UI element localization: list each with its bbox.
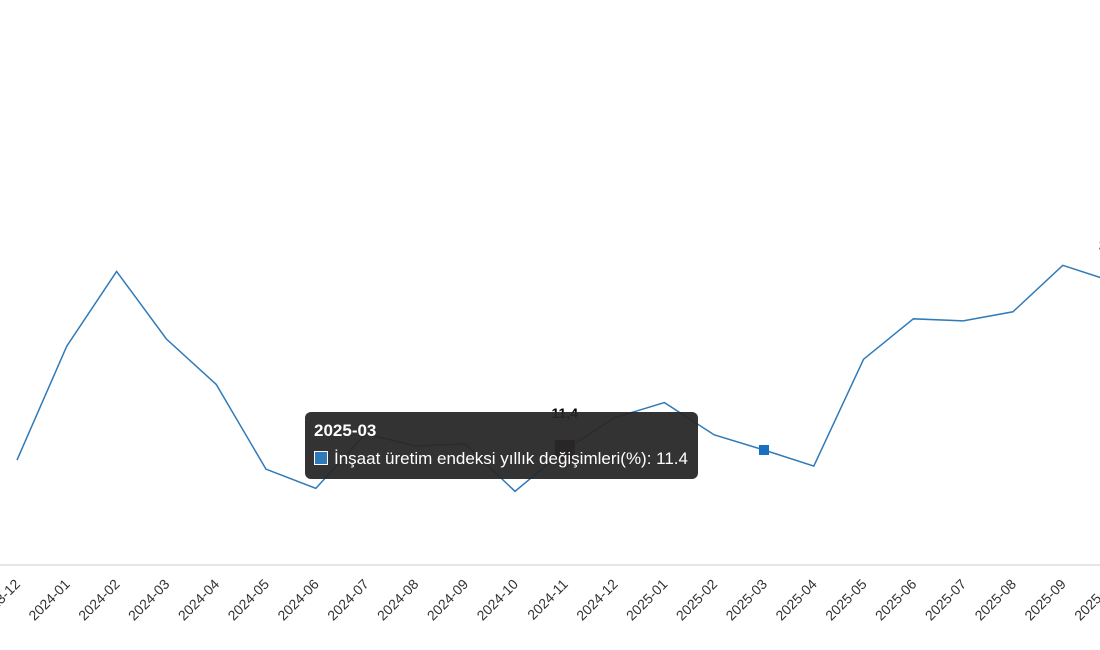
x-tick-label: 2024-06: [274, 576, 322, 624]
x-tick-label: 2024-12: [573, 576, 621, 624]
x-tick-label: 2025-01: [623, 576, 671, 624]
x-tick-label: 2025-03: [722, 576, 770, 624]
x-tick-label: 2025-02: [673, 576, 721, 624]
x-tick-label: 2024-11: [524, 576, 571, 623]
x-tick-label: 2024-03: [125, 576, 173, 624]
x-tick-label: 2025-04: [772, 576, 820, 624]
x-tick-label: 2023-12: [0, 576, 23, 624]
x-tick-label: 2025-08: [971, 576, 1019, 624]
x-tick-label: 2025-06: [872, 576, 920, 624]
x-tick-label: 2025-10: [1071, 576, 1100, 624]
x-tick-label: 2024-07: [324, 576, 372, 624]
x-tick-label: 2025-09: [1021, 576, 1069, 624]
x-tick-label: 2024-10: [473, 576, 521, 624]
x-tick-label: 2024-09: [424, 576, 472, 624]
x-tick-label: 2024-08: [374, 576, 422, 624]
tooltip-row: İnşaat üretim endeksi yıllık değişimleri…: [314, 449, 688, 469]
x-tick-label: 2024-05: [224, 576, 272, 624]
tooltip-swatch: [314, 451, 328, 465]
x-tick-label: 2024-02: [75, 576, 123, 624]
x-tick-label: 2025-05: [822, 576, 870, 624]
tooltip-text: İnşaat üretim endeksi yıllık değişimleri…: [334, 449, 688, 468]
value-label: 28,1: [1099, 236, 1100, 252]
tooltip: 2025-03 İnşaat üretim endeksi yıllık değ…: [305, 412, 698, 479]
x-tick-label: 2024-01: [25, 576, 73, 624]
active-marker: [759, 444, 769, 455]
x-tick-label: 2025-07: [922, 576, 970, 624]
x-tick-label: 2024-04: [175, 576, 223, 624]
tooltip-title: 2025-03: [314, 421, 377, 440]
